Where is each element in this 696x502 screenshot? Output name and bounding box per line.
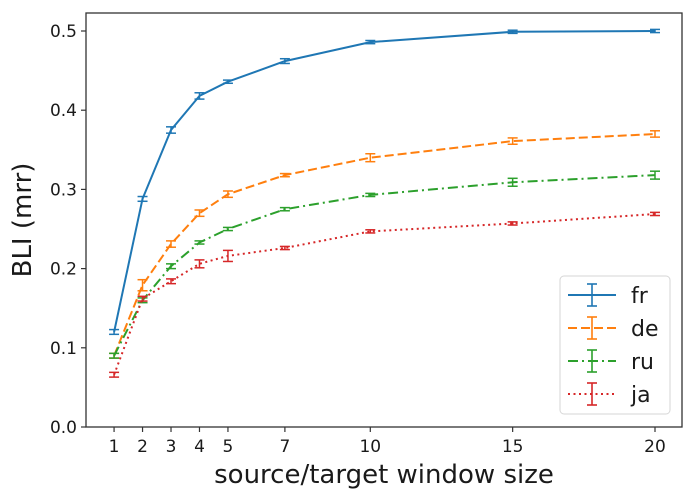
legend-label: de xyxy=(631,317,659,342)
error-bar xyxy=(650,170,660,180)
x-tick-label: 20 xyxy=(644,437,666,457)
x-tick-label: 10 xyxy=(359,437,381,457)
x-tick-label: 3 xyxy=(166,437,177,457)
series-fr xyxy=(109,28,660,336)
error-bar xyxy=(137,278,148,292)
error-bar xyxy=(365,229,376,234)
y-tick-label: 0.0 xyxy=(50,418,77,438)
legend-item-ru: ru xyxy=(568,349,654,375)
error-bar xyxy=(194,259,205,269)
y-tick-label: 0.2 xyxy=(50,260,77,280)
error-bar xyxy=(365,153,376,163)
y-tick-label: 0.4 xyxy=(50,101,77,121)
error-bar xyxy=(109,352,120,359)
series-de xyxy=(109,130,660,359)
error-bar xyxy=(507,221,518,226)
error-bar xyxy=(650,211,660,217)
x-tick-label: 2 xyxy=(137,437,148,457)
error-bar xyxy=(166,278,177,285)
error-bar xyxy=(222,79,233,85)
error-bar xyxy=(166,240,177,248)
legend: fr de ru ja xyxy=(559,275,671,415)
y-tick-label: 0.5 xyxy=(50,22,77,42)
legend-item-ja: ja xyxy=(568,382,651,408)
error-bar xyxy=(365,192,376,198)
error-bar xyxy=(222,226,233,232)
error-bar xyxy=(166,126,177,134)
error-bar xyxy=(507,177,518,187)
error-bar xyxy=(507,29,518,35)
error-bar xyxy=(137,295,148,302)
series-layer xyxy=(109,28,660,378)
x-tick-label: 15 xyxy=(502,437,524,457)
error-bar xyxy=(650,130,660,138)
error-bar xyxy=(137,195,148,203)
legend-box xyxy=(559,275,671,415)
error-bar xyxy=(109,328,120,336)
x-tick-label: 7 xyxy=(279,437,290,457)
error-bar xyxy=(279,245,290,251)
error-bar xyxy=(194,209,205,218)
x-axis: 1 2 3 4 5 7 10 15 20 xyxy=(109,427,666,457)
error-bar xyxy=(279,206,290,212)
x-tick-label: 1 xyxy=(109,437,120,457)
legend-item-fr: fr xyxy=(568,283,649,309)
error-bar xyxy=(222,249,233,263)
error-bar xyxy=(279,57,290,65)
legend-label: ru xyxy=(631,350,654,375)
legend-item-de: de xyxy=(568,316,659,342)
error-bar xyxy=(166,263,177,270)
error-bar xyxy=(365,39,376,45)
error-bar xyxy=(194,240,205,245)
x-axis-title: source/target window size xyxy=(214,460,554,490)
series-ru xyxy=(109,170,660,359)
error-bar xyxy=(194,92,205,100)
y-axis: 0.0 0.1 0.2 0.3 0.4 0.5 xyxy=(50,22,86,438)
plot-frame xyxy=(85,12,683,428)
legend-label: fr xyxy=(631,284,649,309)
x-tick-label: 5 xyxy=(223,437,234,457)
y-tick-label: 0.1 xyxy=(50,339,77,359)
error-bar xyxy=(279,172,290,178)
y-axis-title: BLI (mrr) xyxy=(8,163,38,278)
error-bar xyxy=(650,28,660,34)
y-tick-label: 0.3 xyxy=(50,180,77,200)
error-bar xyxy=(109,371,120,378)
x-tick-label: 4 xyxy=(194,437,205,457)
error-bar xyxy=(507,137,518,146)
legend-label: ja xyxy=(630,383,651,408)
series-ja xyxy=(109,211,660,378)
error-bar xyxy=(222,190,233,199)
